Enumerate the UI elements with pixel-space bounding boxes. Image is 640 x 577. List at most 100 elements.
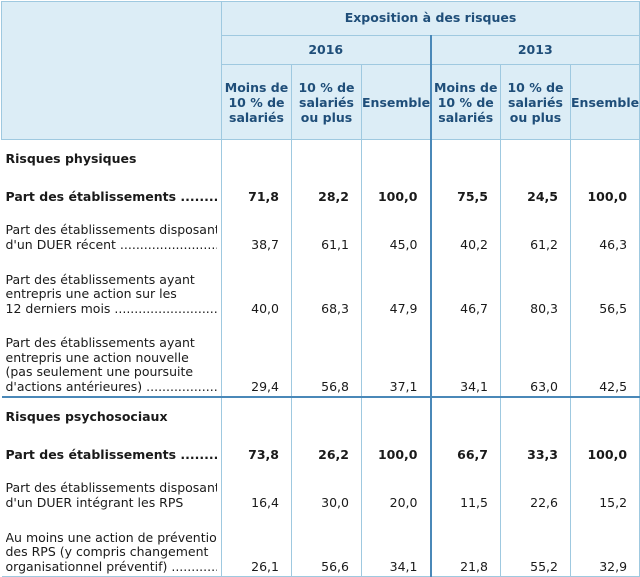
section-header-row: Risques physiques [1,139,640,168]
table-row: Au moins une action de prévention des RPS… [1,512,640,577]
col-header-less-10: Moins de 10 % de salariés [221,64,292,140]
empty-cell [429,139,501,168]
value-cell: 80,3 [500,254,571,318]
empty-cell [361,139,431,168]
value-cell: 32,9 [570,512,640,577]
header-corner [1,1,222,140]
group-title: Exposition à des risques [220,1,640,36]
value-cell: 30,0 [291,464,362,512]
value-cell: 26,1 [221,512,292,577]
row-label-line: d'un DUER intégrant les RPS [5,495,184,510]
row-label-line: Part des établissements ayant [5,336,195,350]
value-cell: 100,0 [361,426,431,464]
table-row: Part des établissements ayant entrepris u… [1,318,640,397]
empty-cell [291,139,362,168]
row-label-line: organisationnel préventif) .............… [5,559,218,574]
row-label: Part des établissements ayant entrepris u… [1,318,222,397]
section-title: Risques psychosociaux [1,396,222,426]
value-cell: 55,2 [500,512,571,577]
value-cell: 56,6 [291,512,362,577]
row-label: Part des établissements disposant d'un DU… [1,206,222,254]
value-cell: 38,7 [221,206,292,254]
value-cell: 34,1 [361,512,431,577]
row-label-line: d'un DUER récent .......................… [5,237,218,252]
table-row: Part des établissements ayant entrepris u… [1,254,640,318]
col-header-ensemble: Ensemble [361,64,431,140]
row-label-line: Part des établissements ........ [5,189,218,204]
table-body: Risques physiques Part des établissements… [1,139,640,577]
value-cell: 45,0 [361,206,431,254]
row-label-line: entrepris une action nouvelle [5,350,189,365]
empty-cell [221,396,292,426]
value-cell: 71,8 [221,168,292,206]
value-cell: 37,1 [361,318,431,397]
section-title: Risques physiques [1,139,222,168]
empty-cell [291,396,362,426]
value-cell: 73,8 [221,426,292,464]
empty-cell [361,396,431,426]
value-cell: 61,2 [500,206,571,254]
row-label: Part des établissements ayant entrepris u… [1,254,222,318]
value-cell: 16,4 [221,464,292,512]
row-label-line: Part des établissements disposant [5,223,218,237]
row-label: Part des établissements disposant d'un DU… [1,464,222,512]
value-cell: 22,6 [500,464,571,512]
value-cell: 61,1 [291,206,362,254]
row-label-line: des RPS (y compris changement [5,545,209,559]
col-header-ensemble: Ensemble [569,64,640,140]
value-cell: 29,4 [221,318,292,397]
table-row: Part des établissements ........ 71,8 28,2… [1,168,640,206]
row-label: Part des établissements ........ [1,426,222,464]
header-row-years: 2016 2013 [2,35,640,65]
row-label-line: Part des établissements ayant [5,272,195,287]
value-cell: 21,8 [429,512,501,577]
value-cell: 66,7 [429,426,501,464]
empty-cell [429,396,501,426]
col-header-less-10: Moins de 10 % de salariés [429,64,501,140]
value-cell: 34,1 [429,318,501,397]
value-cell: 100,0 [570,426,640,464]
value-cell: 26,2 [291,426,362,464]
row-label-line: Part des établissements disposant [5,481,218,495]
row-label-line: (pas seulement une poursuite [5,365,194,379]
value-cell: 24,5 [500,168,571,206]
value-cell: 46,3 [570,206,640,254]
row-label-line: d'actions antérieures) .................… [5,379,218,394]
row-label: Au moins une action de prévention des RPS… [1,512,222,577]
header-row-group: Exposition à des risques [1,1,640,140]
year-2013-header: 2013 [429,35,640,65]
value-cell: 56,8 [291,318,362,397]
value-cell: 15,2 [570,464,640,512]
value-cell: 40,0 [221,254,292,318]
value-cell: 100,0 [361,168,431,206]
col-header-10-plus: 10 % de salariés ou plus [500,64,571,140]
empty-cell [570,139,640,168]
row-label-line: Part des établissements ........ [5,447,218,462]
value-cell: 100,0 [570,168,640,206]
empty-cell [500,396,571,426]
value-cell: 42,5 [570,318,640,397]
row-label-line: 12 derniers mois .......................… [5,301,218,316]
row-label-line: Au moins une action de prévention [5,530,218,545]
value-cell: 20,0 [361,464,431,512]
year-2016-header: 2016 [221,35,431,65]
value-cell: 68,3 [291,254,362,318]
row-label-line: entrepris une action sur les [5,287,177,301]
value-cell: 40,2 [429,206,501,254]
table-row: Part des établissements disposant d'un DU… [1,464,640,512]
table-row: Part des établissements ........ 73,8 26,2… [1,426,640,464]
value-cell: 46,7 [429,254,501,318]
empty-cell [221,139,292,168]
table-row: Part des établissements disposant d'un DU… [1,206,640,254]
value-cell: 75,5 [429,168,501,206]
value-cell: 33,3 [500,426,571,464]
empty-cell [570,396,640,426]
row-label: Part des établissements ........ [1,168,222,206]
value-cell: 47,9 [361,254,431,318]
value-cell: 28,2 [291,168,362,206]
value-cell: 63,0 [500,318,571,397]
col-header-10-plus: 10 % de salariés ou plus [291,64,362,140]
header-row-columns: Moins de 10 % de salariés 10 % de salari… [2,64,640,140]
empty-cell [500,139,571,168]
